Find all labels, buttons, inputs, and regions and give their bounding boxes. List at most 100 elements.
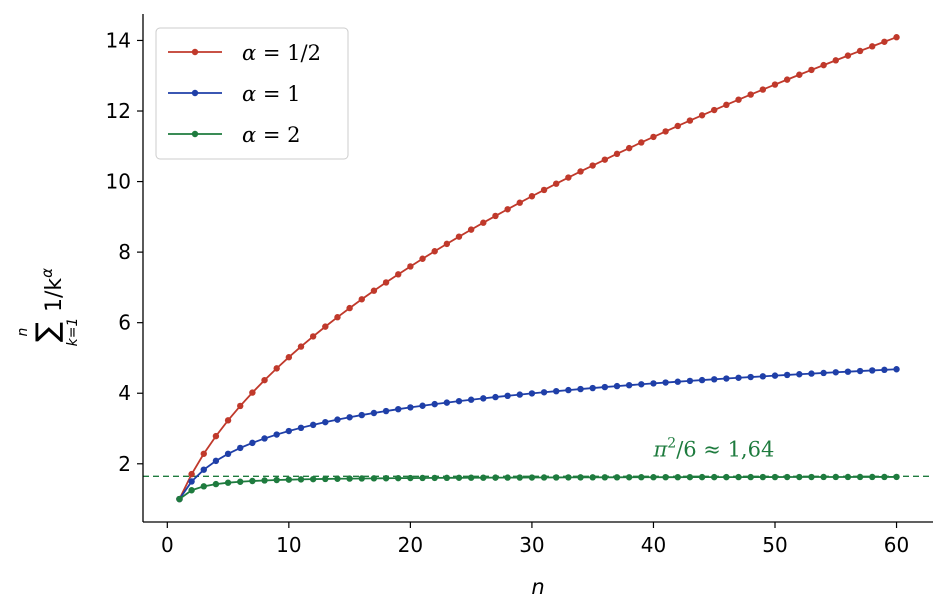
series-point bbox=[638, 474, 645, 481]
legend-label-rhs: = 1/2 bbox=[256, 41, 321, 65]
x-axis-label: n bbox=[531, 575, 544, 599]
series-point bbox=[395, 271, 402, 278]
series-point bbox=[577, 474, 584, 481]
series-point bbox=[625, 474, 633, 481]
series-point bbox=[686, 117, 694, 124]
series-point bbox=[589, 474, 596, 481]
x-tick-label: 60 bbox=[884, 533, 909, 557]
series-point bbox=[200, 450, 207, 457]
series-point bbox=[431, 474, 438, 482]
series-point bbox=[346, 414, 353, 421]
legend: α = 1/2α = 1α = 2 bbox=[155, 27, 349, 160]
series-point bbox=[747, 91, 754, 98]
series-point bbox=[820, 473, 827, 481]
series-point bbox=[759, 473, 767, 481]
series-point bbox=[771, 473, 779, 481]
y-axis-label: n ∑ k=1 1/kα bbox=[15, 268, 81, 347]
series-point bbox=[467, 226, 475, 233]
series-point bbox=[176, 495, 183, 503]
series-point bbox=[662, 473, 669, 481]
series-point bbox=[297, 424, 305, 432]
series-point bbox=[759, 86, 767, 93]
series-point bbox=[674, 122, 681, 130]
series-point bbox=[638, 139, 645, 146]
series-point bbox=[297, 476, 305, 483]
series-point bbox=[285, 354, 293, 361]
series-point bbox=[516, 391, 523, 398]
series-point bbox=[249, 439, 256, 447]
series-point bbox=[285, 427, 293, 435]
series-point bbox=[893, 34, 900, 41]
series-point bbox=[723, 473, 730, 481]
y-ticks: 2 4 6 8 10 12 14 bbox=[106, 28, 143, 476]
series-point bbox=[759, 373, 767, 380]
series-point bbox=[844, 473, 852, 481]
series-point bbox=[820, 61, 827, 69]
series-point bbox=[698, 112, 706, 119]
series-point bbox=[735, 473, 742, 481]
series-point bbox=[467, 396, 475, 403]
series-point bbox=[395, 405, 402, 413]
series-point bbox=[674, 473, 681, 481]
series-point bbox=[783, 76, 791, 83]
series-point bbox=[881, 38, 888, 45]
series-point bbox=[370, 409, 378, 417]
series-point bbox=[856, 47, 864, 55]
series-point bbox=[869, 43, 876, 50]
series-point bbox=[273, 476, 280, 484]
series-point bbox=[480, 395, 487, 402]
series-point bbox=[224, 417, 232, 424]
y-label-term: 1/kα bbox=[38, 268, 67, 312]
series-point bbox=[504, 206, 511, 213]
series-point bbox=[528, 193, 536, 200]
legend-label-rhs: = 1 bbox=[256, 82, 300, 106]
series-point bbox=[407, 474, 414, 482]
series-point bbox=[297, 343, 305, 350]
series-point bbox=[443, 399, 451, 406]
x-tick-label: 10 bbox=[276, 533, 301, 557]
y-tick-label: 10 bbox=[106, 170, 131, 194]
series-point bbox=[382, 407, 390, 415]
series-point bbox=[334, 416, 341, 423]
series-point bbox=[844, 368, 852, 375]
series-point bbox=[261, 477, 268, 484]
legend-swatch-marker bbox=[191, 130, 199, 138]
y-label-sum-top: n bbox=[15, 328, 31, 337]
series-point bbox=[504, 392, 511, 400]
legend-swatch-marker bbox=[191, 48, 199, 56]
y-tick-label: 14 bbox=[106, 28, 131, 52]
series-point bbox=[808, 66, 815, 74]
series-point bbox=[540, 474, 548, 481]
series-point bbox=[443, 474, 451, 482]
series-point bbox=[358, 475, 365, 482]
series-point bbox=[601, 474, 609, 481]
y-label-sum-symbol: ∑ bbox=[30, 322, 65, 342]
series-point bbox=[577, 168, 584, 175]
series-point bbox=[224, 450, 232, 458]
series-point bbox=[480, 474, 487, 481]
series-point bbox=[832, 57, 839, 64]
series-point bbox=[322, 418, 329, 426]
series-point bbox=[747, 373, 754, 381]
series-point bbox=[237, 444, 244, 452]
legend-label: α = 2 bbox=[242, 123, 301, 147]
series-point bbox=[540, 389, 548, 396]
series-point bbox=[188, 470, 195, 478]
series-point bbox=[601, 383, 609, 391]
series-point bbox=[650, 380, 657, 387]
series-point bbox=[188, 487, 195, 494]
series-point bbox=[212, 432, 220, 440]
series-point bbox=[395, 474, 402, 482]
series-point bbox=[844, 52, 852, 59]
series-point bbox=[565, 174, 572, 181]
series-point bbox=[370, 287, 378, 294]
series-0 bbox=[176, 34, 900, 503]
series-point bbox=[382, 475, 390, 482]
series-point bbox=[309, 475, 317, 483]
series-point bbox=[212, 457, 220, 465]
series-point bbox=[638, 381, 645, 388]
series-point bbox=[431, 400, 438, 408]
y-tick-label: 2 bbox=[118, 452, 131, 476]
x-ticks: 0 10 20 30 40 50 60 bbox=[161, 522, 909, 557]
series-point bbox=[698, 473, 706, 481]
